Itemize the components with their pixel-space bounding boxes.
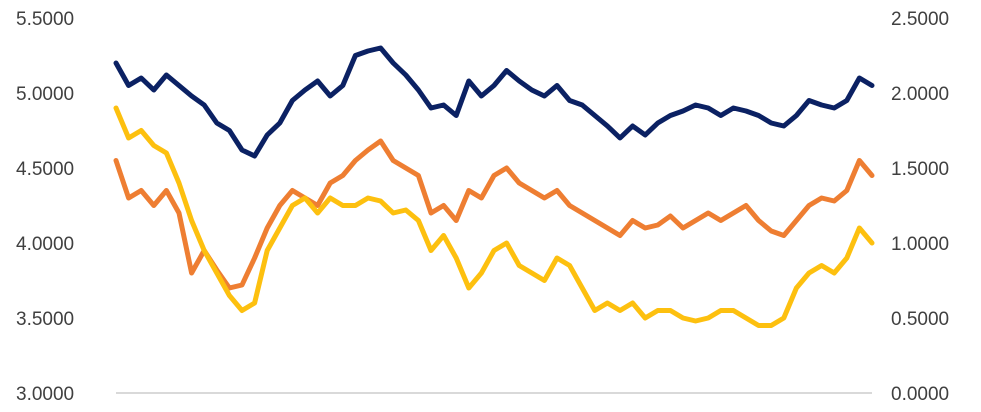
gold-series-line — [113, 105, 875, 328]
left-tick-label: 5.0000 — [16, 84, 74, 105]
orange-series-line — [113, 138, 875, 291]
left-tick-label: 3.5000 — [16, 309, 74, 330]
navy-series-line — [113, 45, 875, 159]
left-y-axis: 3.0000 3.5000 4.0000 4.5000 5.0000 5.5000 — [16, 9, 74, 405]
left-tick-label: 3.0000 — [16, 384, 74, 405]
left-tick-label: 4.0000 — [16, 234, 74, 255]
right-y-axis: 0.0000 0.5000 1.0000 1.5000 2.0000 2.5000 — [891, 9, 949, 405]
left-tick-label: 5.5000 — [16, 9, 74, 30]
left-tick-label: 4.5000 — [16, 159, 74, 180]
right-tick-label: 1.0000 — [891, 234, 949, 255]
right-tick-label: 1.5000 — [891, 159, 949, 180]
right-tick-label: 2.5000 — [891, 9, 949, 30]
right-tick-label: 0.0000 — [891, 384, 949, 405]
series-layer — [113, 45, 875, 328]
right-tick-label: 0.5000 — [891, 309, 949, 330]
right-tick-label: 2.0000 — [891, 84, 949, 105]
